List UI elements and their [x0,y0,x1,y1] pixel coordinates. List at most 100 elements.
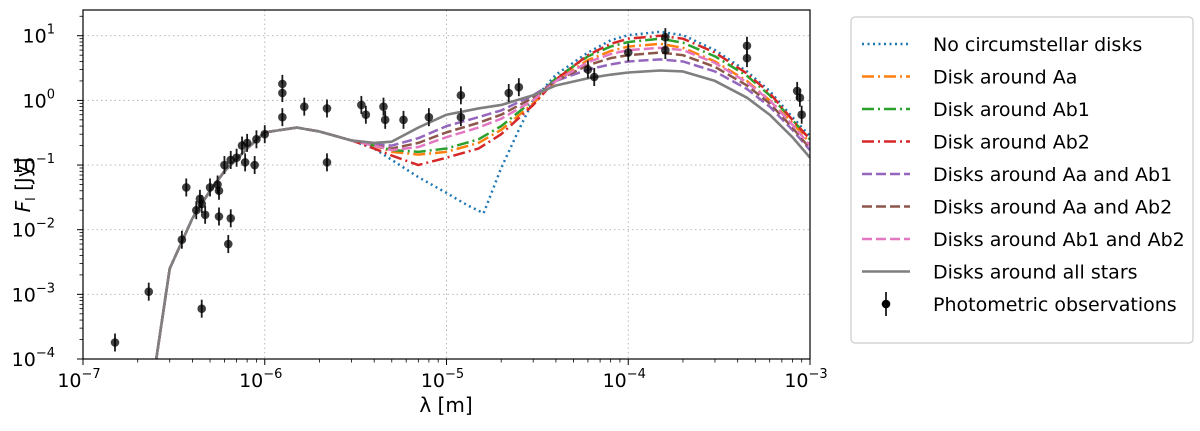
legend-label: Disks around Aa and Ab1 [933,164,1172,186]
y-tick-label-base: 10 [12,349,36,371]
y-tick-label-exponent: 0 [47,87,55,102]
x-tick-label: 10−3 [784,367,827,392]
x-tick-label-exponent: −5 [445,367,464,382]
legend-marker-observations [881,299,891,309]
x-tick-label: 10−4 [603,367,646,392]
legend-box [850,16,1194,344]
observation-point [380,115,390,125]
legend-label: Disks around all stars [933,262,1138,284]
observation-point [110,338,120,347]
observation-point [200,210,210,220]
observation-point [144,287,154,296]
y-axis-label-main: F [11,200,35,212]
observation-point [797,110,806,120]
legend-label: No circumstellar disks [933,34,1142,56]
observation-point [299,102,309,111]
series-line-1 [154,42,810,359]
y-tick-label-base: 10 [23,90,47,112]
y-tick-label: 10−1 [12,152,55,177]
legend-label: Disk around Aa [933,67,1077,89]
x-tick-label-exponent: −7 [82,367,101,382]
observation-point [583,65,593,74]
observation-point [514,82,524,92]
legend-label: Photometric observations [933,294,1177,316]
observation-point [191,205,201,215]
legend-label: Disk around Ab2 [933,132,1090,154]
observation-point [623,48,633,57]
y-tick-label-exponent: −1 [36,152,55,167]
x-tick-label: 10−7 [57,367,100,392]
observation-point [661,45,670,55]
observation-point [223,239,233,249]
observation-point [456,112,466,122]
y-tick-label-base: 10 [23,26,47,48]
observation-point [214,212,224,221]
observation-point [197,199,207,209]
observation-point [226,214,236,223]
observation-point [220,160,229,170]
x-tick-label-base: 10 [57,370,81,392]
observation-point [504,88,514,98]
legend: No circumstellar disks Disk around Aa Disk… [850,16,1194,344]
y-tick-label-base: 10 [12,284,36,306]
observation-point [177,235,187,245]
observation-point [205,183,215,192]
observation-point [240,158,250,167]
x-tick-label-base: 10 [603,370,627,392]
observation-point [589,72,599,82]
y-tick-label-exponent: −3 [36,281,55,296]
y-tick-label-base: 10 [12,220,36,242]
observation-point [242,138,252,148]
observation-point [795,93,805,103]
legend-label: Disks around Aa and Ab2 [933,197,1172,219]
observation-point [278,88,287,98]
observation-point [379,102,388,111]
plot-frame [82,9,811,360]
x-tick-label-base: 10 [239,370,263,392]
observation-point [278,112,287,122]
y-tick-label-base: 10 [12,155,36,177]
observation-point [399,115,408,125]
observation-point [260,129,270,139]
observation-point [278,79,287,89]
x-tick-label-base: 10 [784,370,808,392]
series-group [154,30,810,359]
y-tick-label-exponent: −2 [36,217,55,232]
observation-point [456,90,466,100]
x-tick-label: 10−5 [421,367,464,392]
y-tick-label: 10−3 [12,281,55,306]
y-tick-label: 10−2 [12,217,55,242]
grid [82,10,811,360]
y-tick-label: 100 [23,87,55,112]
y-axis-label-sub: l [24,197,39,201]
y-tick-label-exponent: 1 [47,23,55,38]
observation-point [361,110,371,120]
legend-label: Disk around Ab1 [933,99,1090,121]
x-tick-label: 10−6 [239,367,282,392]
observation-point [742,53,752,63]
y-tick-label: 101 [23,23,55,48]
series-line-2 [154,37,810,359]
observations-group [110,28,806,352]
observation-point [232,153,241,162]
y-tick-label-exponent: −4 [36,346,55,361]
plot-area [110,28,810,359]
x-tick-label-exponent: −4 [627,367,646,382]
x-tick-label-exponent: −3 [809,367,828,382]
observation-point [424,112,434,122]
axis-ticks: 10−7 10−6 10−5 10−4 10−310−410−310−210−11001… [12,15,828,392]
observation-point [742,41,752,51]
observation-point [181,183,191,192]
observation-point [214,186,224,196]
observation-point [197,304,207,313]
observation-point [322,158,332,167]
observation-point [252,135,261,144]
observation-point [661,32,670,42]
observation-point [322,104,332,113]
legend-label: Disks around Ab1 and Ab2 [933,229,1185,251]
observation-point [250,160,259,170]
y-axis-label-unit: [Jy] [11,158,35,198]
series-line-5 [154,51,810,359]
series-line-6 [154,46,810,359]
x-axis-label: λ [m] [419,393,472,417]
